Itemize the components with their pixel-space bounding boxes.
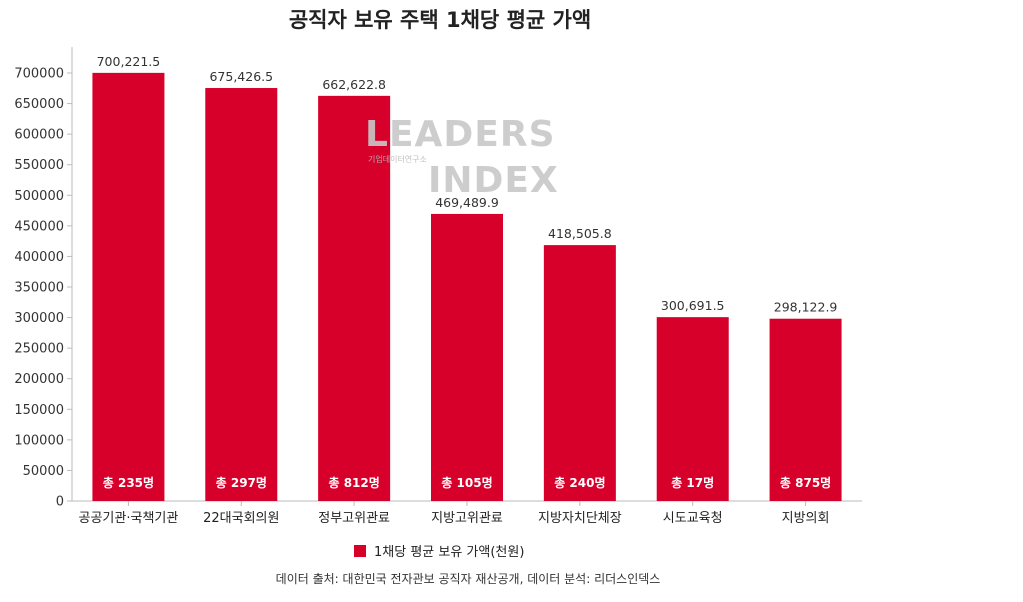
y-tick-label: 500000 bbox=[14, 189, 64, 204]
x-tick-label: 시도교육청 bbox=[663, 511, 723, 526]
bar-count-label: 총 297명 bbox=[216, 475, 267, 490]
source-note: 데이터 출처: 대한민국 전자관보 공직자 재산공개, 데이터 분석: 리더스인… bbox=[276, 572, 661, 586]
y-tick-label: 300000 bbox=[14, 311, 64, 326]
bar-count-label: 총 875명 bbox=[780, 475, 831, 490]
x-tick-label: 지방자치단체장 bbox=[538, 511, 622, 526]
bar-value-label: 700,221.5 bbox=[97, 54, 161, 69]
y-tick-label: 50000 bbox=[23, 464, 64, 479]
x-tick-label: 공공기관·국책기관 bbox=[79, 511, 179, 526]
y-tick-label: 150000 bbox=[14, 403, 64, 418]
bar bbox=[656, 317, 729, 501]
watermark-line2: INDEX bbox=[428, 160, 559, 201]
bar-value-label: 469,489.9 bbox=[435, 195, 499, 210]
x-tick-label: 지방의회 bbox=[782, 511, 830, 526]
bar bbox=[92, 72, 165, 502]
legend-swatch bbox=[354, 545, 366, 557]
bar bbox=[431, 213, 503, 501]
y-tick-label: 550000 bbox=[14, 158, 64, 173]
watermark-logo: LEADERS 기업데이터연구소 INDEX bbox=[365, 114, 559, 201]
y-tick-label: 0 bbox=[56, 495, 64, 510]
bar-count-label: 총 105명 bbox=[441, 475, 492, 490]
bar-count-label: 총 240명 bbox=[554, 475, 605, 490]
y-tick-label: 600000 bbox=[14, 128, 64, 143]
y-tick-label: 350000 bbox=[14, 281, 64, 296]
y-tick-label: 450000 bbox=[14, 219, 64, 234]
x-tick-label: 정부고위관료 bbox=[318, 511, 390, 526]
y-axis: 0 50000 100000 150000 200000 250000 300000 3500… bbox=[14, 47, 862, 510]
y-tick-label: 650000 bbox=[14, 97, 64, 112]
bar-value-label: 300,691.5 bbox=[661, 298, 725, 313]
x-tick-label: 지방고위관료 bbox=[431, 511, 503, 526]
y-tick-label: 400000 bbox=[14, 250, 64, 265]
bar-value-label: 675,426.5 bbox=[209, 69, 273, 84]
x-tick-label: 22대국회의원 bbox=[203, 511, 279, 526]
watermark-line1: LEADERS bbox=[365, 114, 556, 155]
chart-title: 공직자 보유 주택 1채당 평균 가액 bbox=[289, 8, 591, 32]
watermark-sub: 기업데이터연구소 bbox=[368, 154, 427, 164]
y-tick-label: 700000 bbox=[14, 67, 64, 82]
bar-value-label: 418,505.8 bbox=[548, 226, 612, 241]
y-tick-label: 250000 bbox=[14, 342, 64, 357]
bar-value-label: 298,122.9 bbox=[774, 300, 838, 315]
legend-label: 1채당 평균 보유 가액(천원) bbox=[374, 545, 524, 560]
bar-count-label: 총 812명 bbox=[328, 475, 379, 490]
bar bbox=[318, 95, 391, 501]
bar-count-label: 총 235명 bbox=[103, 475, 154, 490]
y-tick-label: 100000 bbox=[14, 433, 64, 448]
bar bbox=[205, 88, 278, 502]
bar-count-label: 총 17명 bbox=[671, 475, 714, 490]
legend: 1채당 평균 보유 가액(천원) bbox=[354, 545, 524, 560]
bar bbox=[769, 318, 842, 501]
y-tick-label: 200000 bbox=[14, 372, 64, 387]
bar bbox=[543, 245, 616, 501]
bar-value-label: 662,622.8 bbox=[322, 77, 386, 92]
